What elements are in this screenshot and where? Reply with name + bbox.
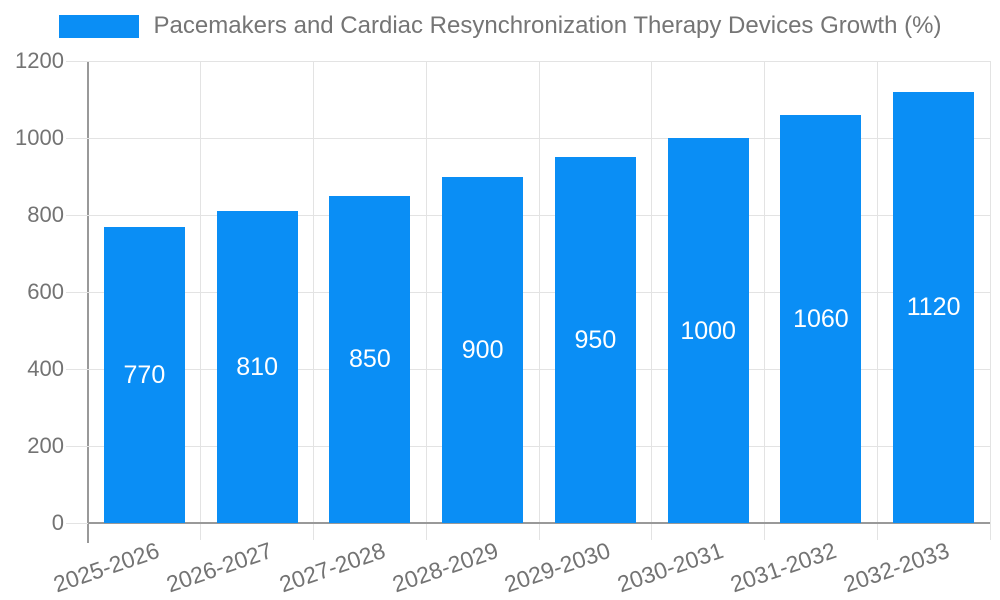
y-gridline <box>88 214 990 216</box>
y-gridline <box>88 137 990 139</box>
bar[interactable] <box>329 195 411 523</box>
bar-value-label: 1000 <box>680 316 736 345</box>
x-gridline <box>200 61 202 540</box>
y-axis-tick-label: 0 <box>51 510 64 535</box>
bar[interactable] <box>893 91 975 523</box>
y-axis-tick-label: 1200 <box>15 48 64 73</box>
x-axis-line <box>88 522 990 524</box>
x-axis-tick-label: 2027-2028 <box>275 537 389 598</box>
y-tick-mark <box>66 214 88 216</box>
x-axis-tick-label: 2026-2027 <box>163 537 276 598</box>
x-gridline <box>538 61 540 540</box>
legend-item[interactable]: Pacemakers and Cardiac Resynchronization… <box>0 12 1000 40</box>
x-gridline <box>313 61 314 540</box>
x-axis-tick-label: 2025-2026 <box>50 537 163 598</box>
bar-value-label: 810 <box>236 353 278 382</box>
bar[interactable] <box>442 176 524 523</box>
y-gridline <box>88 60 990 62</box>
bar-value-label: 900 <box>461 335 504 364</box>
bar[interactable] <box>554 157 636 523</box>
bar-value-label: 1120 <box>906 293 961 322</box>
y-tick-mark <box>66 291 88 293</box>
y-gridline <box>88 445 990 447</box>
bar[interactable] <box>780 114 862 523</box>
bar[interactable] <box>667 138 749 523</box>
bar-value-label: 770 <box>123 360 166 389</box>
x-axis-tick-label: 2028-2029 <box>388 537 502 598</box>
x-axis-tick-label: 2032-2033 <box>839 537 953 598</box>
legend-swatch <box>58 14 139 38</box>
bar-value-label: 850 <box>349 345 391 374</box>
x-gridline <box>876 61 878 540</box>
x-gridline <box>651 61 653 540</box>
x-axis-tick-label: 2029-2030 <box>501 537 614 598</box>
bar-value-label: 1060 <box>793 304 849 333</box>
x-gridline <box>989 61 991 540</box>
y-axis-tick-label: 200 <box>27 433 64 458</box>
y-axis-tick-label: 600 <box>27 279 64 304</box>
x-gridline <box>764 61 765 540</box>
y-axis-line <box>87 61 89 543</box>
y-axis-tick-label: 400 <box>27 356 64 381</box>
y-gridline <box>88 368 990 370</box>
bar[interactable] <box>103 226 185 523</box>
y-gridline <box>88 291 990 293</box>
bar-value-label: 950 <box>574 326 617 355</box>
y-tick-mark <box>66 60 88 62</box>
legend-label: Pacemakers and Cardiac Resynchronization… <box>153 12 942 39</box>
y-tick-mark <box>66 368 88 370</box>
y-tick-mark <box>66 522 88 524</box>
x-axis-tick-label: 2030-2031 <box>614 537 727 598</box>
y-tick-mark <box>66 445 88 447</box>
bar[interactable] <box>216 211 298 523</box>
x-axis-tick-label: 2031-2032 <box>726 537 840 598</box>
y-axis-tick-label: 1000 <box>15 125 64 150</box>
y-axis-tick-label: 800 <box>27 202 64 227</box>
x-gridline <box>425 61 427 540</box>
y-tick-mark <box>66 137 88 139</box>
